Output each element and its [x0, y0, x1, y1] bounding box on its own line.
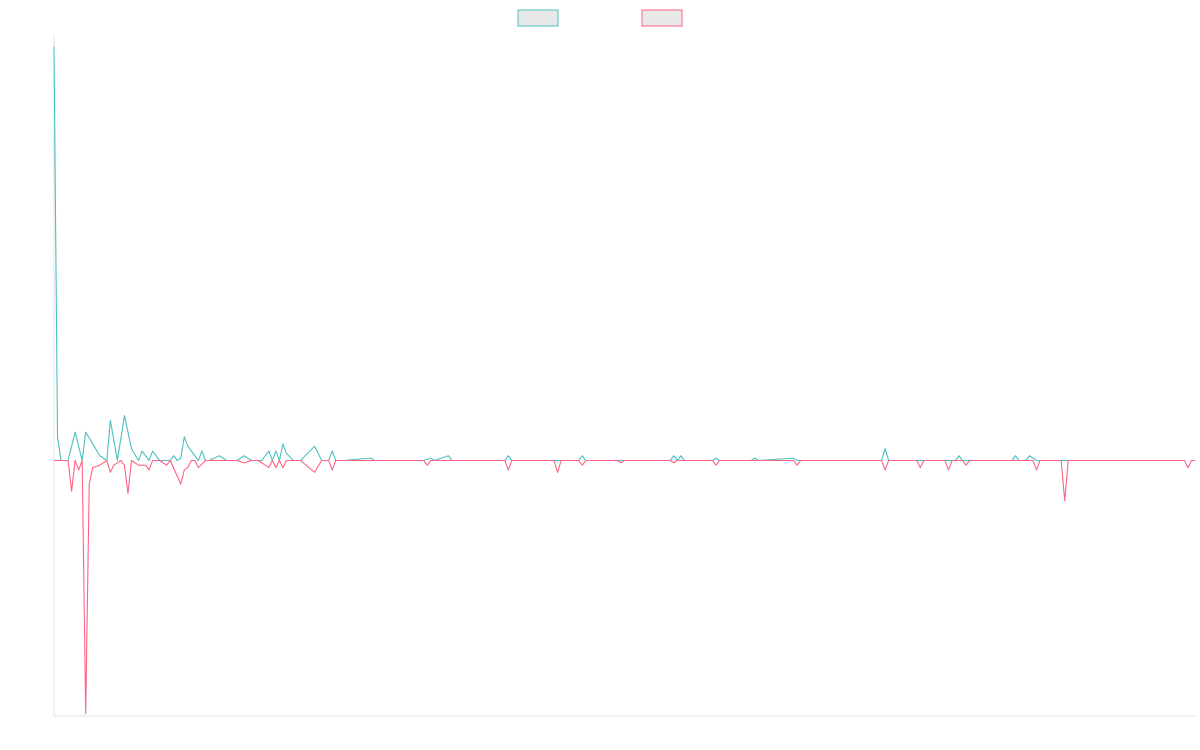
series-line-2 [54, 459, 1195, 715]
legend[interactable] [517, 9, 683, 27]
axes [53, 35, 1195, 717]
plot-area [53, 46, 1195, 715]
legend-swatch-1[interactable] [517, 9, 559, 27]
series-line-1 [53, 46, 1079, 462]
legend-swatch-2[interactable] [641, 9, 683, 27]
